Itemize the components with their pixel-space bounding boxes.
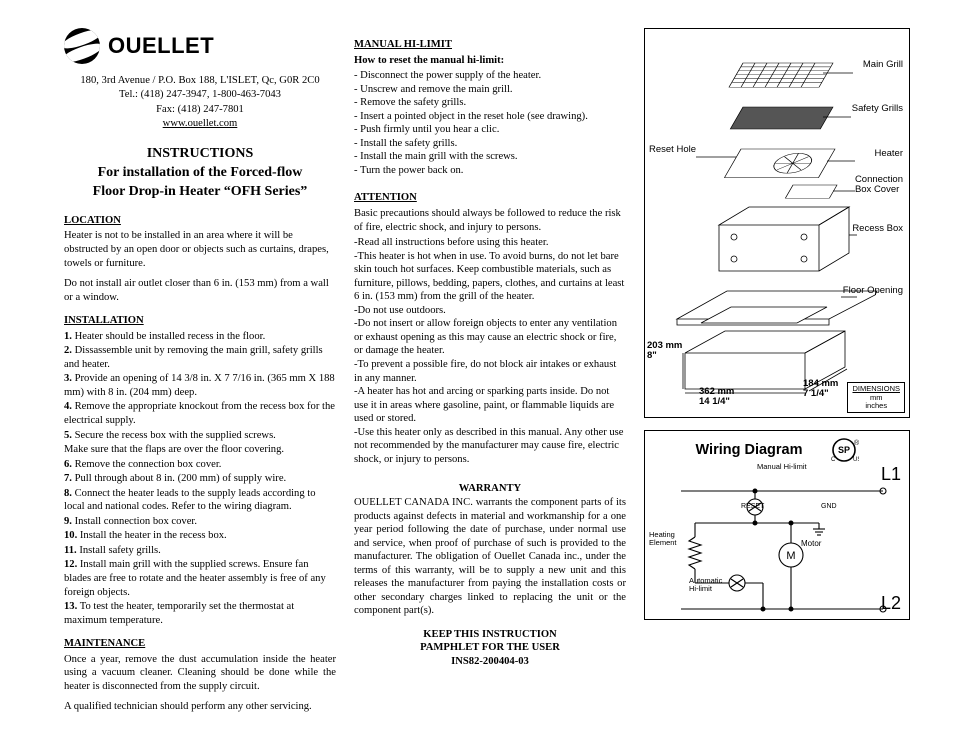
installation-steps: 1. Heater should be installed recess in … [64,330,336,627]
label-conn-cover: Connection Box Cover [855,175,903,195]
manual-m1: - Disconnect the power supply of the hea… [354,69,626,83]
company-address: 180, 3rd Avenue / P.O. Box 188, L'ISLET,… [64,74,336,131]
step-6: 6. Remove the connection box cover. [64,458,336,472]
label-heater: Heater [874,148,903,160]
heading-attention: ATTENTION [354,191,626,205]
svg-text:US: US [853,457,859,463]
wiring-motor-label: Motor [801,539,821,549]
dim-184: 184 mm 7 1/4" [803,379,838,398]
manual-m5: - Push firmly until you hear a clic. [354,123,626,137]
dim-203: 203 mm 8" [647,341,682,360]
attention-a2: -This heater is hot when in use. To avoi… [354,250,626,304]
wiring-title: Wiring Diagram [695,441,802,460]
wiring-svg: M [651,463,903,619]
svg-text:®: ® [854,439,859,447]
attention-intro: Basic precautions should always be follo… [354,207,626,234]
manual-m7: - Install the main grill with the screws… [354,150,626,164]
attention-a3: -Do not use outdoors. [354,304,626,318]
label-floor-opening: Floor Opening [843,285,903,297]
maintenance-p1: Once a year, remove the dust accumulatio… [64,653,336,694]
step-9: 9. Install connection box cover. [64,515,336,529]
svg-text:C: C [831,457,836,463]
step-1: 1. Heater should be installed recess in … [64,330,336,344]
keep-line3: INS82-200404-03 [354,655,626,669]
logo-swirl-icon [64,28,100,64]
wiring-reset: RESET [741,503,764,512]
step-2: 2. Dissassemble unit by removing the mai… [64,344,336,371]
label-main-grill: Main Grill [863,59,903,71]
csa-icon: SP C US ® [829,437,859,463]
step-5b: Make sure that the flaps are over the fl… [64,443,336,457]
wiring-auto-hi: Automatic Hi-limit [689,577,722,592]
manual-m8: - Turn the power back on. [354,164,626,178]
attention-a1: -Read all instructions before using this… [354,236,626,250]
warranty-text: OUELLET CANADA INC. warrants the compone… [354,496,626,618]
manual-m3: - Remove the safety grills. [354,96,626,110]
brand-name: OUELLET [108,32,214,60]
step-10: 10. Install the heater in the recess box… [64,529,336,543]
svg-text:SP: SP [838,445,850,455]
location-p2: Do not install air outlet closer than 6 … [64,277,336,304]
attention-a4: -Do not insert or allow foreign objects … [354,317,626,358]
manual-m2: - Unscrew and remove the main grill. [354,83,626,97]
step-5: 5. Secure the recess box with the suppli… [64,429,336,443]
manual-sub: How to reset the manual hi-limit: [354,54,626,68]
heading-installation: INSTALLATION [64,314,336,328]
step-7: 7. Pull through about 8 in. (200 mm) of … [64,472,336,486]
attention-a6: -A heater has hot and arcing or sparking… [354,385,626,426]
title-line3: Floor Drop-in Heater “OFH Series” [64,183,336,202]
maintenance-p2: A qualified technician should perform an… [64,700,336,714]
step-12: 12. Install main grill with the supplied… [64,558,336,599]
label-recess-box: Recess Box [852,223,903,235]
attention-a5: -To prevent a possible fire, do not bloc… [354,358,626,385]
doc-title: INSTRUCTIONS For installation of the For… [64,145,336,202]
keep-line1: KEEP THIS INSTRUCTION [354,628,626,642]
label-reset-hole: Reset Hole [649,144,696,156]
dim-362: 362 mm 14 1/4" [699,387,734,406]
step-4: 4. Remove the appropriate knockout from … [64,400,336,427]
svg-text:M: M [786,550,795,562]
wiring-l1: L1 [881,463,901,486]
heading-warranty: WARRANTY [354,482,626,496]
manual-m4: - Insert a pointed object in the reset h… [354,110,626,124]
wiring-diagram: Wiring Diagram SP C US ® [644,430,910,620]
keep-line2: PAMPHLET FOR THE USER [354,641,626,655]
wiring-l2: L2 [881,592,901,615]
title-line2: For installation of the Forced-flow [64,164,336,183]
wiring-heating-element: Heating Element [649,531,677,546]
heading-location: LOCATION [64,214,336,228]
step-3: 3. Provide an opening of 14 3/8 in. X 7 … [64,372,336,399]
attention-a7: -Use this heater only as described in th… [354,426,626,467]
heading-maintenance: MAINTENANCE [64,637,336,651]
address-line3: Fax: (418) 247-7801 [64,103,336,117]
step-8: 8. Connect the heater leads to the suppl… [64,487,336,514]
label-safety-grills: Safety Grills [852,103,903,115]
wiring-gnd: GND [821,503,837,512]
step-13: 13. To test the heater, temporarily set … [64,600,336,627]
title-line1: INSTRUCTIONS [64,145,336,164]
exploded-view-diagram: Main Grill Safety Grills Reset Hole Heat… [644,28,910,418]
dimensions-box: DIMENSIONS mm inches [847,382,905,413]
step-11: 11. Install safety grills. [64,544,336,558]
logo: OUELLET [64,28,336,64]
website-link[interactable]: www.ouellet.com [64,117,336,131]
heading-manual-hilimit: MANUAL HI-LIMIT [354,38,626,52]
address-line2: Tel.: (418) 247-3947, 1-800-463-7043 [64,88,336,102]
wiring-manual-hi: Manual Hi-limit [757,463,807,471]
manual-m6: - Install the safety grills. [354,137,626,151]
address-line1: 180, 3rd Avenue / P.O. Box 188, L'ISLET,… [64,74,336,88]
location-p1: Heater is not to be installed in an area… [64,229,336,270]
